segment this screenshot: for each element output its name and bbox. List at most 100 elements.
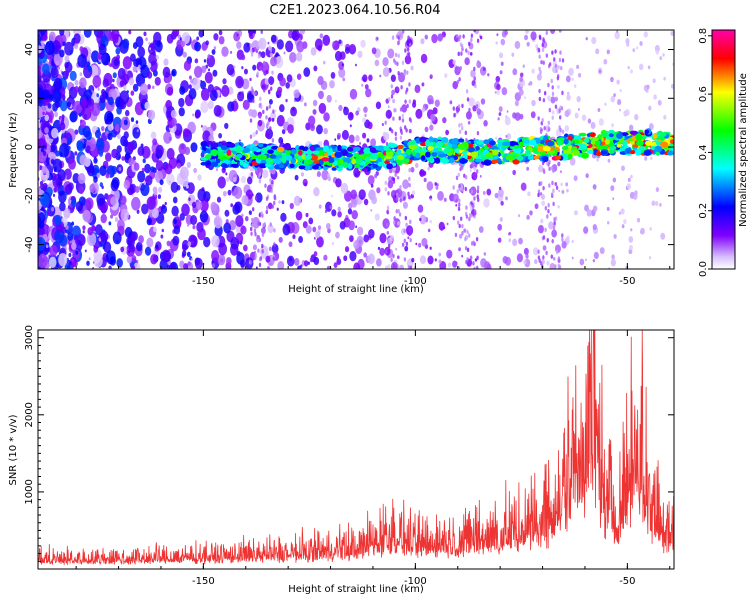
spectrogram-cell <box>72 225 81 239</box>
spectrogram-cell <box>305 225 312 234</box>
spectrogram-cell <box>210 161 219 167</box>
spectrogram-cell <box>87 165 95 177</box>
spectrogram-cell <box>620 208 625 215</box>
spectrogram-cell <box>554 181 558 186</box>
spectrogram-cell <box>397 35 400 40</box>
spectrogram-cell <box>224 122 229 130</box>
spectrogram-cell <box>149 47 152 51</box>
spectrogram-cell <box>53 187 58 193</box>
spectrogram-cell <box>457 206 461 212</box>
spectrogram-cell <box>560 65 563 71</box>
spectrogram-cell <box>667 150 674 156</box>
spectrogram-cell <box>542 245 547 251</box>
spectrogram-cell <box>635 46 639 50</box>
spectrogram-cell <box>638 63 644 71</box>
spectrogram-cell <box>256 234 259 240</box>
spectrogram-cell <box>250 52 254 57</box>
spectrogram-cell <box>238 139 241 142</box>
spectrogram-cell <box>546 140 555 147</box>
spectrogram-cell <box>449 100 453 105</box>
spectrogram-cell <box>338 104 343 112</box>
spectrogram-cell <box>458 77 461 82</box>
spectrogram-cell <box>281 200 285 205</box>
spectrogram-cell <box>483 119 488 127</box>
spectrogram-cell <box>472 261 475 266</box>
spectrogram-cell <box>230 203 234 208</box>
spectrogram-cell <box>143 181 146 185</box>
spectrogram-cell <box>143 31 147 37</box>
spectrogram-cell <box>180 40 186 48</box>
spectrogram-cell <box>596 157 600 162</box>
spectrogram-cell <box>429 219 432 224</box>
spectrogram-cell <box>181 203 190 217</box>
spectrogram-cell <box>259 66 262 71</box>
spectrogram-cell <box>237 91 245 102</box>
spectrogram-cell <box>465 259 468 265</box>
spectrogram-cell <box>458 247 461 252</box>
spectrogram-cell <box>585 173 589 179</box>
spectrogram-cell <box>604 139 610 145</box>
spectrogram-cell <box>101 88 106 96</box>
spectrogram-cell <box>407 47 410 52</box>
spectrogram-cell <box>123 179 131 190</box>
spectrogram-cell <box>323 112 330 122</box>
spectrogram-cell <box>589 132 596 138</box>
spectrogram-cell <box>496 90 500 95</box>
spectrogram-cell <box>190 214 198 226</box>
spectrogram-cell <box>387 180 394 189</box>
snr-y-axis-label: SNR (10 * v/v) <box>8 414 19 485</box>
spectrogram-cell <box>483 159 492 166</box>
spectrogram-cell <box>595 48 600 55</box>
spectrogram-cell <box>474 163 477 168</box>
spectrogram-cell <box>442 117 447 124</box>
spectrogram-cell <box>160 234 164 239</box>
spectrogram-cell <box>348 134 355 144</box>
spectrogram-cell <box>435 185 439 190</box>
spectrogram-cell <box>155 144 164 157</box>
spectrogram-cell <box>107 122 114 131</box>
spectrogram-cell <box>557 256 561 261</box>
spectrogram-cell <box>232 203 240 215</box>
spectrogram-cell <box>518 237 523 245</box>
spectrogram-cell <box>557 65 560 70</box>
spectrogram-cell <box>574 139 580 145</box>
spectrogram-cell <box>381 122 384 127</box>
spectrogram-cell <box>530 111 536 119</box>
spectrogram-cell <box>606 221 610 225</box>
spectrogram-cell <box>96 138 105 152</box>
spectrogram-cell <box>59 49 65 58</box>
spectrogram-cell <box>211 235 220 248</box>
spectrogram-cell <box>407 140 415 145</box>
spectrogram-cell <box>455 175 459 181</box>
spectrogram-cell <box>178 97 185 108</box>
spectrogram-cell <box>557 84 560 89</box>
spectrogram-cell <box>140 143 144 148</box>
spectrogram-cell <box>560 106 564 111</box>
spectrogram-cell <box>379 247 385 256</box>
spectrogram-y-axis-label: Frequency (Hz) <box>8 112 19 188</box>
spectrogram-cell <box>207 54 211 59</box>
spectrogram-cell <box>258 179 262 184</box>
y-tick-label: 3000 <box>24 325 35 350</box>
spectrogram-cell <box>136 210 139 214</box>
spectrogram-cell <box>619 89 622 93</box>
x-tick-label: -50 <box>619 576 635 587</box>
spectrogram-cell <box>227 189 232 196</box>
spectrogram-cell <box>145 37 148 42</box>
spectrogram-cell <box>270 111 277 121</box>
spectrogram-cell <box>344 46 350 54</box>
spectrogram-cell <box>616 79 620 85</box>
spectrogram-cell <box>376 187 381 194</box>
spectrogram-cell <box>479 174 482 178</box>
spectrogram-cell <box>258 237 262 243</box>
spectrogram-cell <box>314 38 323 50</box>
spectrogram-cell <box>367 253 375 265</box>
spectrogram-cell <box>434 258 437 262</box>
spectrogram-cell <box>349 124 352 128</box>
spectrogram-cell <box>215 168 218 172</box>
spectrogram-cell <box>77 172 86 185</box>
spectrogram-cell <box>400 130 403 136</box>
spectrogram-cell <box>123 139 129 147</box>
spectrogram-cell <box>546 161 549 166</box>
spectrogram-cell <box>469 255 473 260</box>
